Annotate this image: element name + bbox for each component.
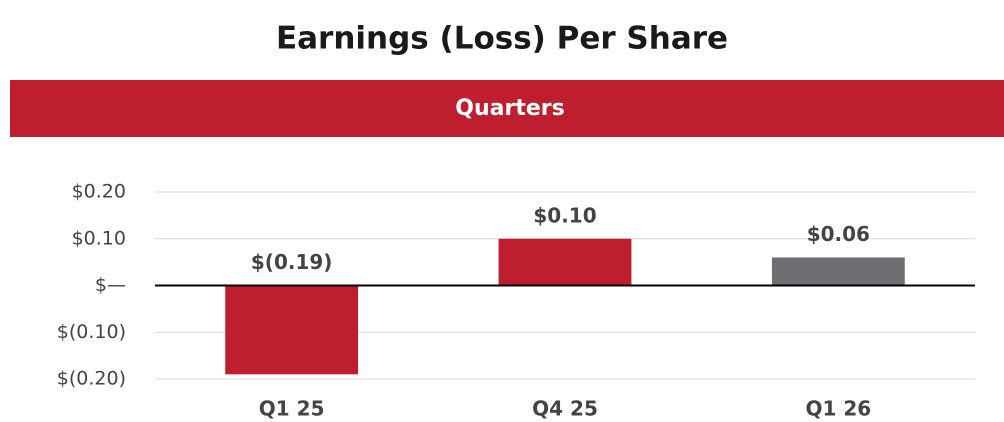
x-tick-label: Q4 25 <box>532 397 598 421</box>
banner-text: Quarters <box>455 96 564 121</box>
x-tick-label: Q1 25 <box>259 397 325 421</box>
data-label: $(0.19) <box>251 250 333 274</box>
banner <box>10 80 1004 137</box>
y-tick-label: $(0.10) <box>57 321 126 343</box>
data-label: $0.06 <box>807 222 870 246</box>
y-tick-label: $0.20 <box>72 181 126 203</box>
chart-title: Earnings (Loss) Per Share <box>276 21 728 57</box>
x-tick-label: Q1 26 <box>805 397 871 421</box>
y-tick-label: $— <box>95 274 126 296</box>
y-tick-label: $(0.20) <box>57 368 126 390</box>
bar <box>225 285 359 375</box>
data-label: $0.10 <box>533 203 596 227</box>
bar <box>771 257 905 286</box>
y-tick-label: $0.10 <box>72 227 126 249</box>
bar <box>498 238 632 286</box>
